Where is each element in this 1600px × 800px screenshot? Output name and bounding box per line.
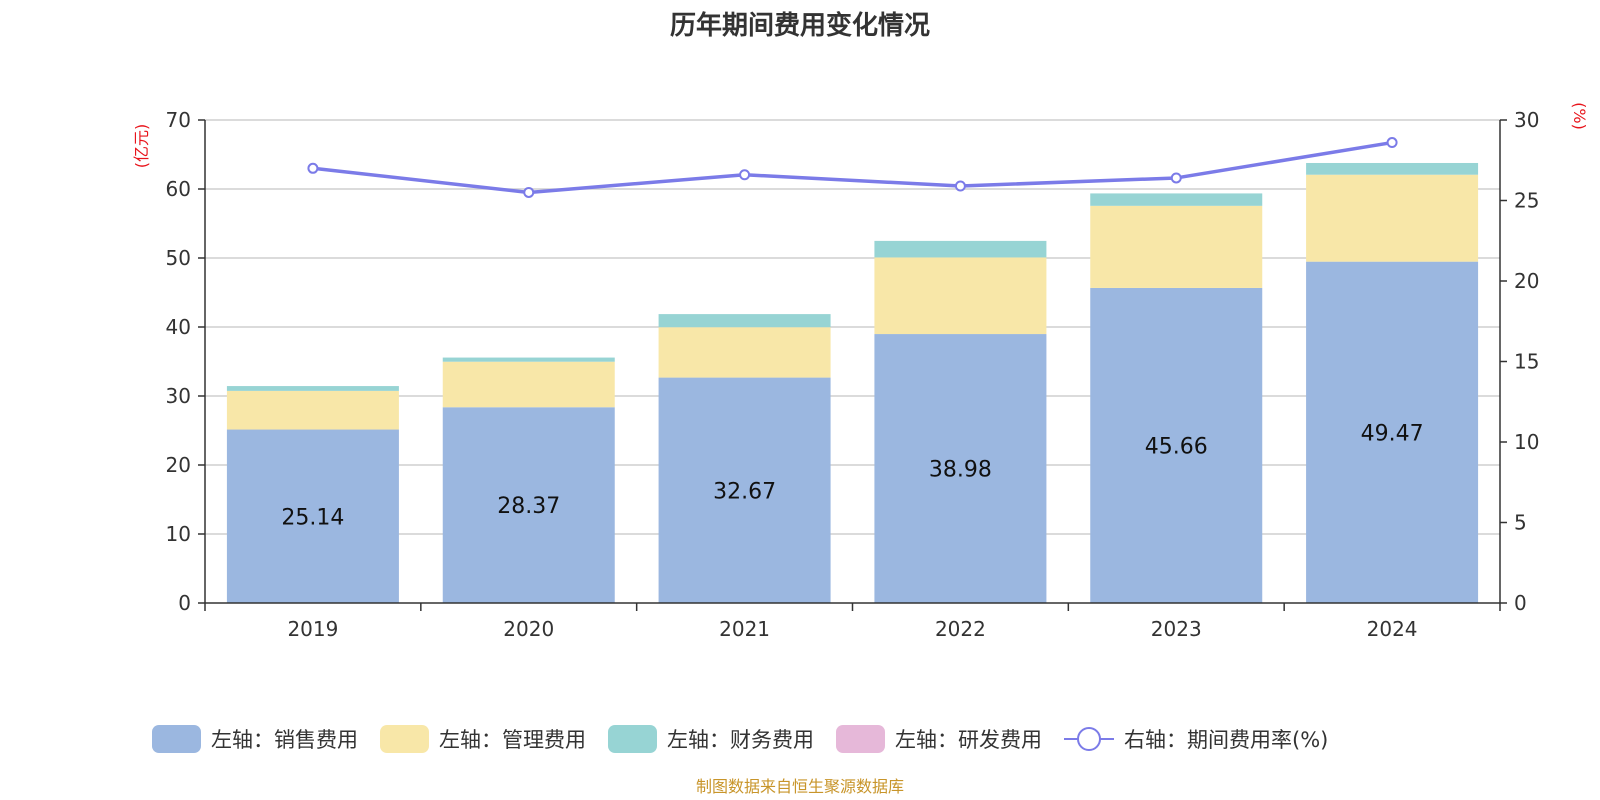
legend-swatch xyxy=(608,725,657,753)
left-tick-label: 50 xyxy=(166,246,191,270)
right-tick-label: 25 xyxy=(1514,189,1539,213)
bar-segment xyxy=(1306,162,1479,175)
legend-swatch xyxy=(836,725,885,753)
x-tick-label: 2023 xyxy=(1151,617,1202,641)
left-tick-label: 40 xyxy=(166,315,191,339)
bar-segment xyxy=(226,429,399,603)
chart-title: 历年期间费用变化情况 xyxy=(670,10,930,41)
legend-label: 左轴：管理费用 xyxy=(439,728,586,752)
bar-segment xyxy=(226,390,399,430)
rate-point xyxy=(1170,172,1182,184)
bar-segment xyxy=(874,240,1047,258)
left-tick-label: 70 xyxy=(166,108,191,132)
legend-swatch xyxy=(380,725,429,753)
left-axis-unit: (亿元) xyxy=(132,124,151,169)
legend: 左轴：销售费用 左轴：管理费用 左轴：财务费用 左轴：研发费用 右轴：期间费用率(%) xyxy=(152,725,1328,753)
left-tick-label: 10 xyxy=(166,522,191,546)
rate-point xyxy=(1386,137,1398,149)
rate-point xyxy=(954,180,966,192)
bar-segment xyxy=(1090,287,1263,603)
bars xyxy=(226,162,1479,603)
legend-label: 左轴：财务费用 xyxy=(667,728,814,752)
x-tick-label: 2020 xyxy=(503,617,554,641)
left-tick-label: 30 xyxy=(166,384,191,408)
rate-point xyxy=(739,169,751,181)
rate-line-path xyxy=(312,140,1393,195)
bar-segment xyxy=(658,377,831,603)
x-tick-label: 2022 xyxy=(935,617,986,641)
left-tick-label: 60 xyxy=(166,177,191,201)
legend-marker-icon xyxy=(1077,727,1101,751)
left-tick-label: 20 xyxy=(166,453,191,477)
data-label: 49.47 xyxy=(1361,421,1424,446)
bar-segment xyxy=(442,357,615,362)
bar-segment xyxy=(874,257,1047,335)
right-tick-label: 10 xyxy=(1514,430,1539,454)
bar-segment xyxy=(442,407,615,603)
axes: 0 10 20 30 40 50 60 70 0 5 10 15 20 25 30 2019 2020 2021 2… xyxy=(166,108,1540,641)
x-tick-label: 2024 xyxy=(1367,617,1418,641)
legend-swatch xyxy=(152,725,201,753)
bar-segment xyxy=(1090,205,1263,288)
right-axis-unit: (%) xyxy=(1570,102,1589,130)
bar-segment xyxy=(1306,261,1479,603)
rate-point xyxy=(307,162,319,174)
bar-segment xyxy=(1090,193,1263,206)
data-label: 38.98 xyxy=(929,458,992,483)
right-tick-label: 15 xyxy=(1514,350,1539,374)
bar-segment xyxy=(658,327,831,378)
rate-point xyxy=(523,186,535,198)
right-tick-label: 0 xyxy=(1514,591,1527,615)
source-note: 制图数据来自恒生聚源数据库 xyxy=(696,777,904,796)
bar-segment xyxy=(1306,174,1479,262)
right-tick-label: 20 xyxy=(1514,269,1539,293)
gridlines xyxy=(205,119,1500,535)
data-label: 45.66 xyxy=(1145,434,1208,459)
x-tick-label: 2021 xyxy=(719,617,770,641)
data-label: 25.14 xyxy=(281,505,344,530)
right-tick-label: 30 xyxy=(1514,108,1539,132)
legend-label: 右轴：期间费用率(%) xyxy=(1124,728,1328,752)
bar-segment xyxy=(658,314,831,328)
right-tick-label: 5 xyxy=(1514,511,1527,535)
rate-line xyxy=(307,137,1398,198)
bar-segment xyxy=(874,334,1047,603)
data-label: 32.67 xyxy=(713,479,776,504)
bar-segment xyxy=(442,361,615,408)
left-tick-label: 0 xyxy=(178,591,191,615)
data-labels: 25.14 28.37 32.67 38.98 45.66 49.47 xyxy=(281,421,1423,530)
x-tick-label: 2019 xyxy=(287,617,338,641)
legend-label: 左轴：销售费用 xyxy=(211,728,358,752)
bar-segment xyxy=(226,386,399,391)
data-label: 28.37 xyxy=(497,494,560,519)
legend-label: 左轴：研发费用 xyxy=(895,728,1042,752)
